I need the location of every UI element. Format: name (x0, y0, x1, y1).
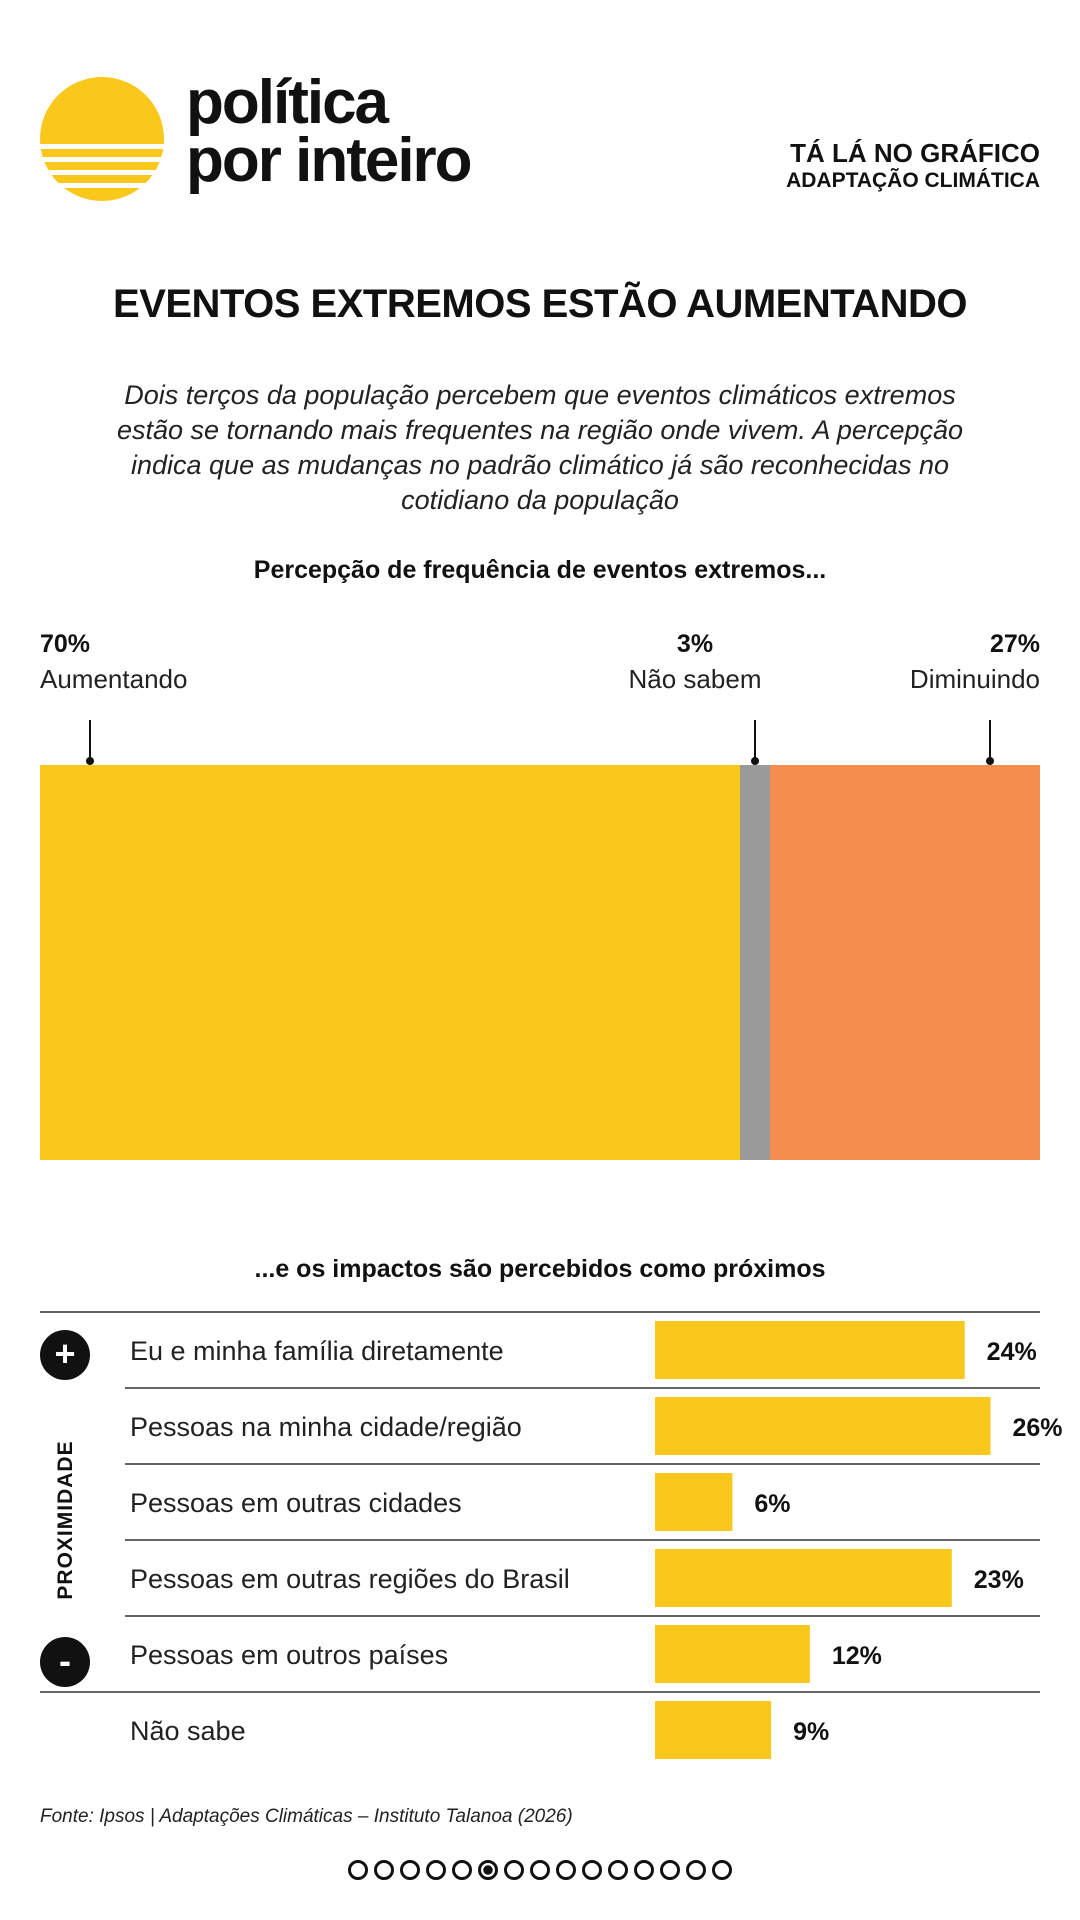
segment-value-label-2: 27% (990, 630, 1040, 658)
page-title: EVENTOS EXTREMOS ESTÃO AUMENTANDO (113, 282, 967, 326)
bar-value-label-0: 24% (987, 1338, 1037, 1366)
category-label-4: Pessoas em outros países (130, 1640, 448, 1670)
source-note: Fonte: Ipsos | Adaptações Climáticas – I… (40, 1806, 573, 1827)
leader-dot-0 (86, 757, 94, 765)
category-label-5: Não sabe (130, 1716, 246, 1746)
pager-dot-11[interactable] (608, 1860, 628, 1880)
bar-0 (655, 1321, 965, 1379)
bar-5 (655, 1701, 772, 1759)
pager-dot-4[interactable] (426, 1860, 446, 1880)
carousel-pager (0, 1860, 1080, 1880)
category-label-3: Pessoas em outras regiões do Brasil (130, 1564, 570, 1594)
brand-line-1: política (186, 68, 389, 137)
leader-dot-1 (751, 757, 759, 765)
segment-category-label-0: Aumentando (40, 664, 187, 694)
horizontal-bar-chart: Eu e minha família diretamente 24% Pessoas… (40, 1311, 1063, 1759)
brand-line-2: por inteiro (186, 126, 473, 195)
bar-value-label-4: 12% (832, 1642, 882, 1670)
segment-category-label-1: Não sabem (629, 664, 762, 694)
logo-sun-icon (40, 77, 164, 201)
plus-icon: + (40, 1330, 90, 1380)
pager-dot-14[interactable] (686, 1860, 706, 1880)
pager-dot-3[interactable] (400, 1860, 420, 1880)
chart1-title: Percepção de frequência de eventos extre… (253, 556, 827, 584)
pager-dot-8[interactable] (530, 1860, 550, 1880)
pager-dot-2[interactable] (374, 1860, 394, 1880)
bar-segment-1 (740, 765, 770, 1160)
bar-1 (655, 1397, 991, 1455)
page-subtitle: Dois terços da população percebem que ev… (116, 380, 964, 515)
category-label-2: Pessoas em outras cidades (130, 1488, 462, 1518)
chart2-title: ...e os impactos são percebidos como pró… (254, 1255, 826, 1283)
bar-value-label-5: 9% (793, 1718, 829, 1746)
category-label-1: Pessoas na minha cidade/região (130, 1412, 522, 1442)
bar-value-label-2: 6% (754, 1490, 790, 1518)
leader-dot-2 (986, 757, 994, 765)
segment-value-label-1: 3% (677, 630, 713, 658)
brand-logo: política por inteiro (186, 68, 473, 195)
pager-dot-12[interactable] (634, 1860, 654, 1880)
segment-value-label-0: 70% (40, 630, 90, 658)
bar-2 (655, 1473, 733, 1531)
pager-dot-10[interactable] (582, 1860, 602, 1880)
pager-dot-5[interactable] (452, 1860, 472, 1880)
bar-3 (655, 1549, 952, 1607)
pager-dot-6[interactable] (478, 1860, 498, 1880)
proximity-axis-label: PROXIMIDADE (54, 1440, 77, 1600)
series-tag: TÁ LÁ NO GRÁFICO ADAPTAÇÃO CLIMÁTICA (786, 138, 1040, 194)
bar-value-label-3: 23% (974, 1566, 1024, 1594)
pager-dot-1[interactable] (348, 1860, 368, 1880)
stacked-bar-chart: 70% Aumentando 3% Não sabem 27% Diminuindo (40, 630, 1040, 1160)
segment-category-label-2: Diminuindo (910, 664, 1040, 694)
category-label-0: Eu e minha família diretamente (130, 1336, 504, 1366)
series-topic: ADAPTAÇÃO CLIMÁTICA (786, 169, 1040, 192)
pager-dot-15[interactable] (712, 1860, 732, 1880)
pager-dot-9[interactable] (556, 1860, 576, 1880)
bar-segment-2 (770, 765, 1040, 1160)
pager-dot-13[interactable] (660, 1860, 680, 1880)
series-label: TÁ LÁ NO GRÁFICO (790, 138, 1040, 168)
bar-segment-0 (40, 765, 740, 1160)
bar-4 (655, 1625, 810, 1683)
minus-icon: - (40, 1637, 90, 1687)
bar-value-label-1: 26% (1012, 1414, 1062, 1442)
pager-dot-7[interactable] (504, 1860, 524, 1880)
